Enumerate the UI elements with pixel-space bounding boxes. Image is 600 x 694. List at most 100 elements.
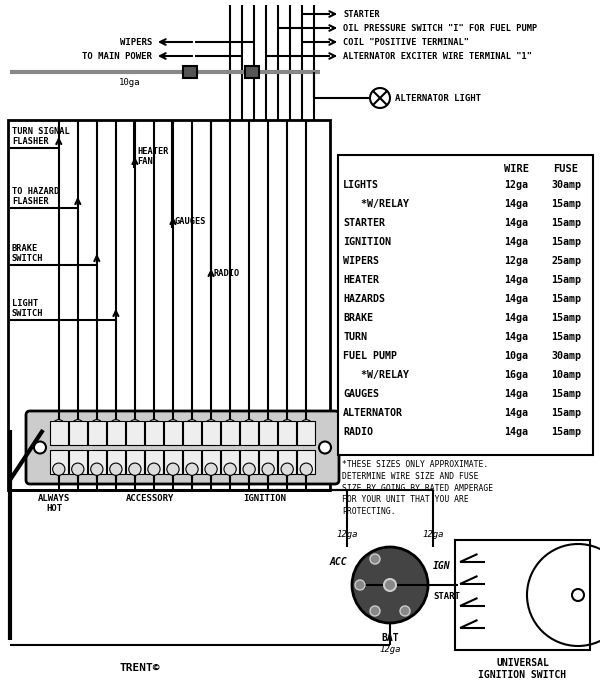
Text: 10ga: 10ga xyxy=(504,351,528,361)
Text: TO HAZARD
FLASHER: TO HAZARD FLASHER xyxy=(12,187,59,206)
Bar xyxy=(245,66,259,78)
Bar xyxy=(107,421,125,446)
Circle shape xyxy=(400,606,410,616)
Text: 16ga: 16ga xyxy=(504,370,528,380)
Circle shape xyxy=(186,420,198,432)
Bar xyxy=(8,120,330,490)
Circle shape xyxy=(186,463,198,475)
Circle shape xyxy=(262,420,274,432)
Bar xyxy=(69,450,86,475)
Circle shape xyxy=(370,606,380,616)
Text: 14ga: 14ga xyxy=(504,332,528,342)
Circle shape xyxy=(71,420,84,432)
Text: 14ga: 14ga xyxy=(504,275,528,285)
Text: 15amp: 15amp xyxy=(551,389,581,399)
Text: 10ga: 10ga xyxy=(119,78,141,87)
Text: 14ga: 14ga xyxy=(504,199,528,209)
Bar xyxy=(164,421,182,446)
Bar xyxy=(338,155,593,455)
Text: WIPERS: WIPERS xyxy=(343,256,379,266)
Circle shape xyxy=(91,420,103,432)
Bar xyxy=(259,450,277,475)
Text: ALWAYS
HOT: ALWAYS HOT xyxy=(38,494,70,514)
Text: IGN: IGN xyxy=(433,561,451,571)
Text: FUSE: FUSE xyxy=(554,164,578,174)
Text: ALTERNATOR EXCITER WIRE TERMINAL "1": ALTERNATOR EXCITER WIRE TERMINAL "1" xyxy=(343,51,532,60)
Bar xyxy=(183,450,201,475)
Bar xyxy=(183,66,197,78)
Circle shape xyxy=(129,420,141,432)
Bar xyxy=(202,450,220,475)
Bar xyxy=(221,450,239,475)
Text: WIPERS: WIPERS xyxy=(120,37,152,46)
Bar xyxy=(164,450,182,475)
Text: 12ga: 12ga xyxy=(504,180,528,190)
Text: *W/RELAY: *W/RELAY xyxy=(343,370,409,380)
Circle shape xyxy=(110,420,122,432)
Bar xyxy=(183,421,201,446)
Text: STARTER: STARTER xyxy=(343,10,380,19)
Bar xyxy=(298,450,315,475)
Text: *THESE SIZES ONLY APPROXIMATE.
DETERMINE WIRE SIZE AND FUSE
SIZE BY GOING BY RAT: *THESE SIZES ONLY APPROXIMATE. DETERMINE… xyxy=(342,460,493,516)
Text: 14ga: 14ga xyxy=(504,218,528,228)
Bar xyxy=(50,421,68,446)
Text: 14ga: 14ga xyxy=(504,389,528,399)
Text: GAUGES: GAUGES xyxy=(343,389,379,399)
Bar xyxy=(259,421,277,446)
Bar xyxy=(88,421,106,446)
Text: TO MAIN POWER: TO MAIN POWER xyxy=(82,51,152,60)
Text: 30amp: 30amp xyxy=(551,351,581,361)
Circle shape xyxy=(370,554,380,564)
Text: 15amp: 15amp xyxy=(551,313,581,323)
Text: ACC: ACC xyxy=(329,557,347,567)
Circle shape xyxy=(319,441,331,453)
Bar xyxy=(88,450,106,475)
Circle shape xyxy=(129,463,141,475)
Text: 12ga: 12ga xyxy=(422,530,444,539)
Text: RADIO: RADIO xyxy=(343,427,373,437)
Text: IGNITION: IGNITION xyxy=(343,237,391,247)
Circle shape xyxy=(148,420,160,432)
Circle shape xyxy=(224,420,236,432)
Circle shape xyxy=(243,463,255,475)
Text: 15amp: 15amp xyxy=(551,332,581,342)
Circle shape xyxy=(205,420,217,432)
Text: BRAKE: BRAKE xyxy=(343,313,373,323)
Text: HEATER
FAN: HEATER FAN xyxy=(137,146,169,166)
Circle shape xyxy=(355,580,365,590)
Text: 15amp: 15amp xyxy=(551,427,581,437)
Circle shape xyxy=(262,463,274,475)
Bar xyxy=(221,421,239,446)
Bar xyxy=(69,421,86,446)
Text: BRAKE
SWITCH: BRAKE SWITCH xyxy=(12,244,44,263)
Bar xyxy=(126,450,143,475)
Bar xyxy=(241,450,258,475)
Bar xyxy=(145,450,163,475)
Circle shape xyxy=(71,463,84,475)
Circle shape xyxy=(243,420,255,432)
Text: STARTER: STARTER xyxy=(343,218,385,228)
Circle shape xyxy=(34,441,46,453)
Text: TURN: TURN xyxy=(343,332,367,342)
Text: ALTERNATOR LIGHT: ALTERNATOR LIGHT xyxy=(395,94,481,103)
Circle shape xyxy=(205,463,217,475)
Text: HEATER: HEATER xyxy=(343,275,379,285)
Text: RADIO: RADIO xyxy=(213,269,239,278)
Text: 15amp: 15amp xyxy=(551,199,581,209)
Text: 15amp: 15amp xyxy=(551,408,581,418)
Bar xyxy=(298,421,315,446)
Circle shape xyxy=(384,579,396,591)
Text: BAT: BAT xyxy=(381,633,399,643)
Text: 15amp: 15amp xyxy=(551,294,581,304)
Text: LIGHTS: LIGHTS xyxy=(343,180,379,190)
Text: 14ga: 14ga xyxy=(504,294,528,304)
Text: 15amp: 15amp xyxy=(551,218,581,228)
Circle shape xyxy=(53,463,65,475)
Text: 12ga: 12ga xyxy=(504,256,528,266)
Text: 14ga: 14ga xyxy=(504,408,528,418)
Text: 14ga: 14ga xyxy=(504,237,528,247)
FancyBboxPatch shape xyxy=(26,411,339,484)
Bar xyxy=(455,540,590,650)
Text: ACCESSORY: ACCESSORY xyxy=(126,494,174,503)
Text: TURN SIGNAL
FLASHER: TURN SIGNAL FLASHER xyxy=(12,126,70,146)
